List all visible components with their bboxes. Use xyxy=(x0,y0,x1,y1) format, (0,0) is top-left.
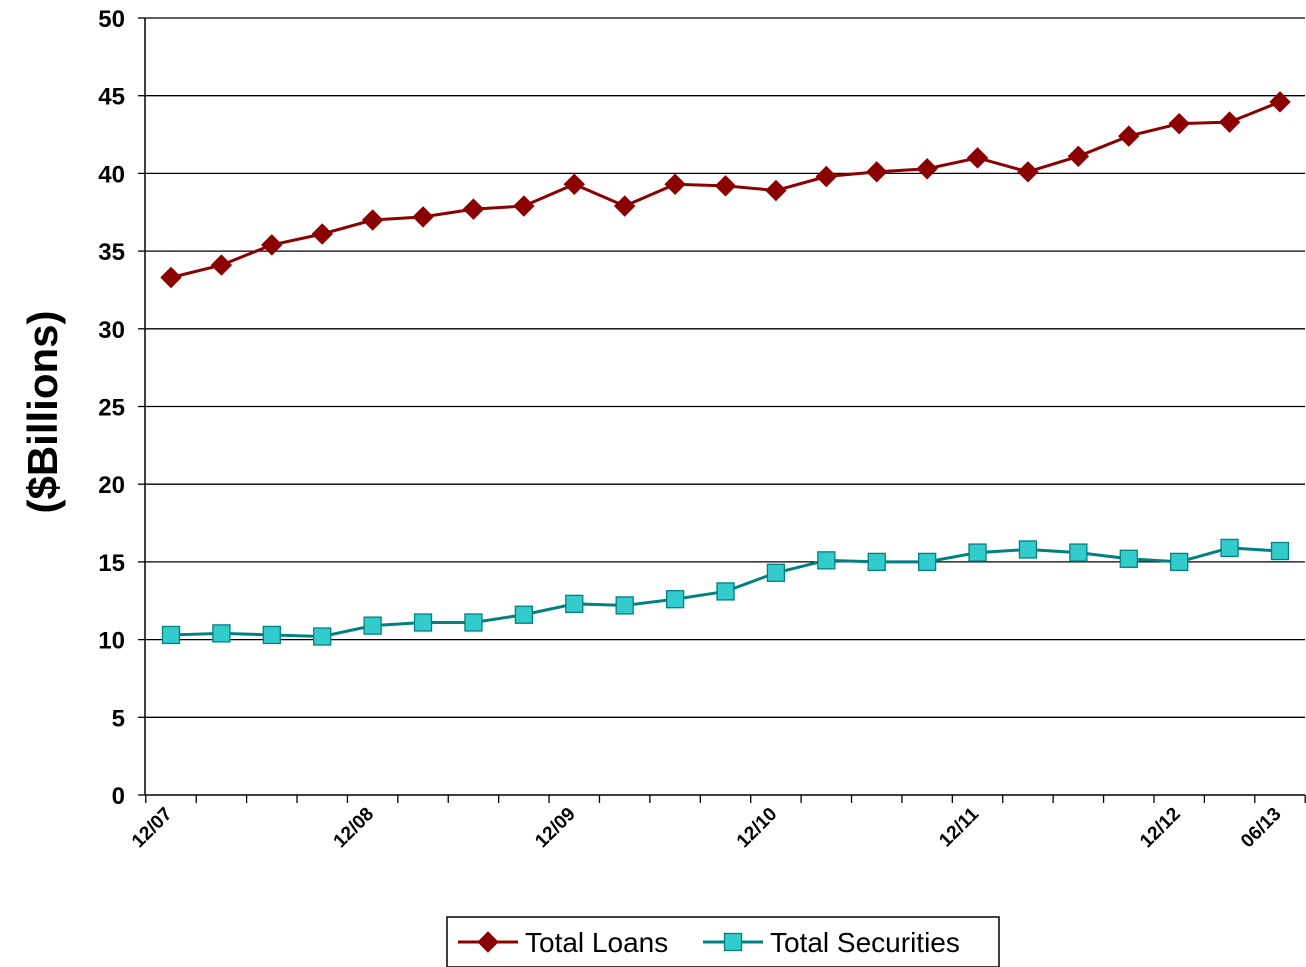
data-point-square xyxy=(262,625,281,645)
y-tick-label: 30 xyxy=(98,317,125,344)
data-point-diamond xyxy=(1017,161,1039,183)
y-tick-label: 40 xyxy=(98,161,125,188)
data-point-square xyxy=(1069,543,1088,562)
y-tick-label: 25 xyxy=(98,395,125,422)
data-point-square xyxy=(212,624,231,643)
series-total-loans xyxy=(160,91,1291,289)
data-point-square xyxy=(565,594,584,614)
data-point-diamond xyxy=(513,195,535,217)
data-point-square xyxy=(413,613,433,632)
data-point-square xyxy=(363,616,382,635)
x-tick-label: 12/09 xyxy=(531,804,579,852)
legend-marker-square xyxy=(723,932,743,952)
y-tick-label: 15 xyxy=(98,550,125,577)
series-lines xyxy=(160,91,1291,646)
y-tick-label: 10 xyxy=(98,628,125,655)
series-total-securities xyxy=(161,538,1290,646)
x-tick-label: 12/08 xyxy=(330,804,378,852)
gridlines xyxy=(145,17,1305,718)
data-point-diamond xyxy=(1168,112,1190,135)
data-point-diamond xyxy=(361,209,384,231)
data-point-square xyxy=(968,543,987,562)
y-tick-label: 0 xyxy=(112,783,125,810)
data-point-diamond xyxy=(815,165,838,188)
data-point-square xyxy=(161,625,181,645)
data-point-diamond xyxy=(1269,91,1291,113)
y-tick-label: 35 xyxy=(98,239,125,266)
data-point-square xyxy=(1220,538,1239,558)
data-point-diamond xyxy=(412,206,434,228)
data-point-diamond xyxy=(966,147,989,169)
x-tick-label: 12/10 xyxy=(733,804,781,852)
data-point-square xyxy=(514,605,534,624)
x-tick-label: 12/12 xyxy=(1136,804,1184,852)
y-tick-label: 5 xyxy=(112,705,125,732)
data-point-diamond xyxy=(261,234,283,256)
data-point-diamond xyxy=(613,195,636,217)
data-point-diamond xyxy=(765,179,787,202)
data-point-diamond xyxy=(1118,125,1140,147)
x-axis: 12/07 12/08 12/09 12/10 12/11 12/12 06/13 xyxy=(128,794,1306,852)
data-point-diamond xyxy=(311,223,333,245)
data-point-diamond xyxy=(160,266,182,289)
data-point-square xyxy=(716,582,735,601)
y-axis: 0 5 10 15 20 25 30 35 40 45 50 xyxy=(98,6,146,810)
y-tick-label: 45 xyxy=(98,84,125,111)
data-point-square xyxy=(313,627,332,646)
data-point-square xyxy=(1119,549,1138,568)
y-tick-label: 20 xyxy=(98,472,125,499)
data-point-diamond xyxy=(916,158,938,180)
y-tick-label: 50 xyxy=(98,6,125,33)
data-point-diamond xyxy=(462,198,485,220)
legend-label: Total Securities xyxy=(770,927,960,958)
data-point-diamond xyxy=(563,173,585,195)
data-point-square xyxy=(1270,541,1290,561)
data-point-square xyxy=(817,551,836,570)
data-point-square xyxy=(766,563,786,582)
legend-label: Total Loans xyxy=(525,927,668,958)
data-point-square xyxy=(867,552,886,572)
x-tick-label: 12/07 xyxy=(128,804,176,852)
data-point-diamond xyxy=(1218,111,1241,133)
data-point-square xyxy=(464,613,483,632)
data-point-square xyxy=(615,596,634,615)
data-point-square xyxy=(665,590,685,609)
data-point-square xyxy=(1018,540,1038,559)
data-point-square xyxy=(1170,552,1189,572)
data-point-diamond xyxy=(714,175,737,197)
data-point-diamond xyxy=(1067,145,1090,168)
y-axis-title: ($Billions) xyxy=(19,310,66,513)
data-point-diamond xyxy=(664,173,686,195)
legend: Total Loans Total Securities xyxy=(446,916,1000,967)
data-point-diamond xyxy=(866,161,888,183)
data-point-square xyxy=(917,552,937,572)
x-tick-label: 12/11 xyxy=(935,803,983,851)
x-tick-label: 06/13 xyxy=(1237,804,1285,852)
data-point-diamond xyxy=(210,254,233,276)
legend-marker-diamond xyxy=(477,931,499,953)
